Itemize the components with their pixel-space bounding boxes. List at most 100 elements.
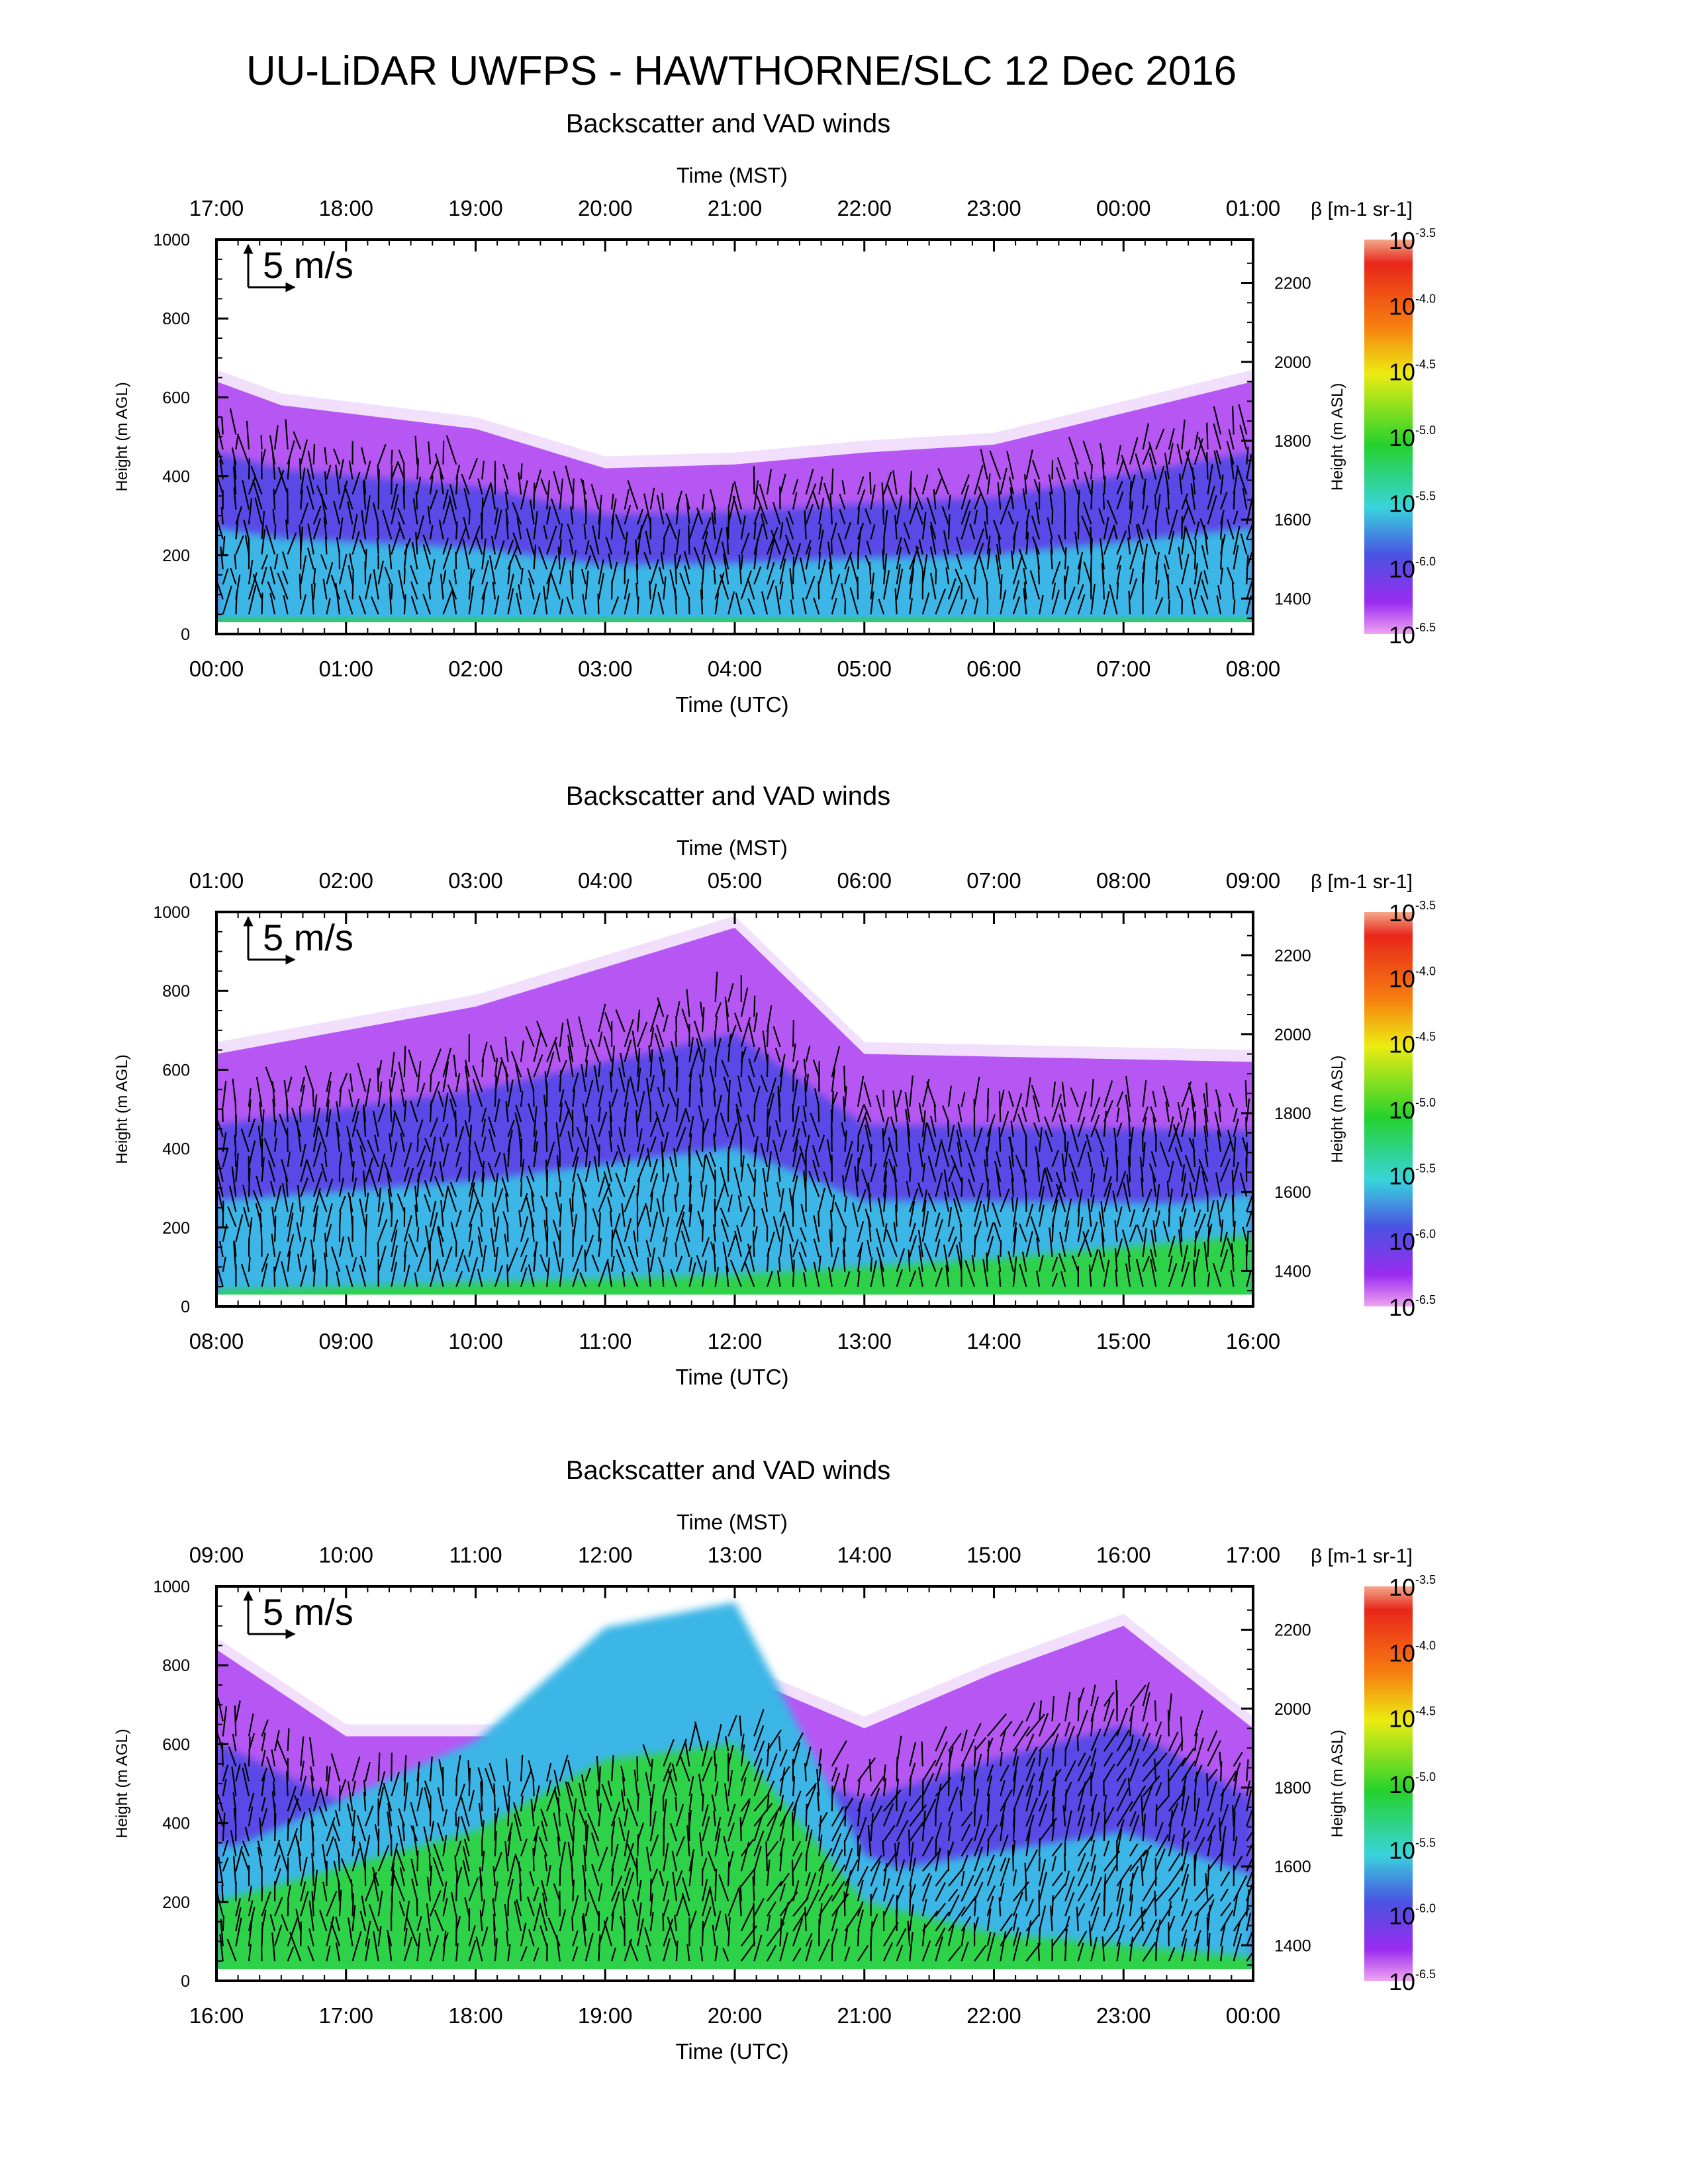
wind-arrow xyxy=(306,485,314,510)
wind-arrow xyxy=(844,1086,847,1107)
wind-arrow xyxy=(377,443,387,465)
colorbar xyxy=(1364,1586,1413,1981)
wind-arrow xyxy=(1038,1700,1043,1721)
wind-arrow xyxy=(222,535,226,555)
wind-arrow xyxy=(714,972,718,1002)
wind-arrow xyxy=(1025,1757,1036,1782)
wind-arrow xyxy=(792,1948,802,1962)
wind-arrow xyxy=(468,1223,473,1242)
wind-arrow xyxy=(1012,1769,1017,1797)
wind-arrow xyxy=(1240,533,1248,555)
wind-arrow xyxy=(442,1061,449,1092)
wind-arrow xyxy=(1000,1721,1013,1737)
wind-arrow xyxy=(308,1900,314,1932)
wind-arrow xyxy=(319,1909,328,1932)
wind-arrow xyxy=(442,537,449,555)
wind-arrow xyxy=(349,1073,353,1092)
wind-arrow xyxy=(1168,1792,1184,1812)
wind-arrow xyxy=(810,1113,820,1138)
wind-arrow xyxy=(909,1904,914,1932)
wind-arrow xyxy=(527,1896,535,1917)
wind-arrow xyxy=(935,569,937,584)
wind-arrow xyxy=(656,494,665,525)
wind-arrow xyxy=(1051,1150,1059,1167)
wind-arrow xyxy=(688,510,700,540)
wind-arrow xyxy=(271,1791,276,1811)
wind-arrow xyxy=(477,478,483,495)
wind-arrow xyxy=(886,484,898,510)
x2-tick-label: 22:00 xyxy=(837,196,892,220)
wind-arrow xyxy=(377,1786,385,1811)
wind-arrow xyxy=(282,551,289,570)
wind-arrow xyxy=(416,1119,424,1138)
wind-arrow xyxy=(921,1200,927,1227)
wind-arrow xyxy=(610,498,617,525)
wind-arrow xyxy=(702,517,712,540)
wind-arrow xyxy=(841,1122,846,1137)
wind-arrow xyxy=(1038,1169,1045,1197)
wind-arrow xyxy=(804,1077,807,1107)
wind-arrow xyxy=(481,1118,487,1137)
wind-arrow xyxy=(507,1079,514,1107)
wind-arrow xyxy=(701,494,705,510)
wind-arrow xyxy=(1116,445,1121,465)
wind-arrow xyxy=(637,1021,648,1048)
wind-arrow xyxy=(663,1132,669,1152)
wind-arrow xyxy=(921,592,930,615)
x2-tick-label: 09:00 xyxy=(189,1543,244,1567)
wind-arrow xyxy=(306,1159,314,1182)
wind-arrow xyxy=(1194,521,1200,540)
wind-arrow xyxy=(1018,549,1027,570)
wind-arrow xyxy=(766,1915,771,1932)
wind-arrow xyxy=(491,535,496,555)
wind-arrow xyxy=(740,1903,755,1932)
wind-arrow xyxy=(1246,1880,1253,1901)
wind-arrow xyxy=(831,1740,847,1767)
wind-arrow xyxy=(296,1222,302,1242)
wind-arrow xyxy=(581,1915,586,1946)
wind-arrow xyxy=(494,1173,498,1197)
wind-arrow xyxy=(883,570,890,600)
wind-arrow xyxy=(779,1794,784,1811)
wind-arrow xyxy=(621,1203,626,1227)
wind-arrow xyxy=(438,1090,444,1107)
wind-arrow xyxy=(442,1143,449,1167)
wind-arrow xyxy=(1155,1210,1160,1227)
wind-arrow xyxy=(753,1226,758,1242)
wind-arrow xyxy=(645,530,651,555)
backscatter-field xyxy=(216,915,1253,1306)
wind-scale-reference xyxy=(243,244,296,293)
wind-arrow xyxy=(1127,1255,1131,1272)
wind-arrow xyxy=(1024,474,1027,495)
y2-tick-label: 2000 xyxy=(1274,1026,1311,1044)
wind-arrow xyxy=(1125,1094,1131,1122)
wind-arrow xyxy=(779,1767,786,1797)
wind-arrow xyxy=(865,1124,872,1152)
wind-arrow xyxy=(1155,465,1165,495)
wind-arrow xyxy=(747,598,755,615)
wind-arrow xyxy=(896,569,904,600)
wind-arrow xyxy=(857,1844,861,1872)
wind-arrow xyxy=(1123,1182,1131,1212)
wind-arrow xyxy=(863,1104,872,1122)
wind-arrow xyxy=(1181,1910,1193,1932)
y-tick-label: 0 xyxy=(181,625,190,644)
wind-arrow xyxy=(318,1806,328,1827)
wind-arrow xyxy=(1179,1216,1183,1242)
wind-arrow xyxy=(308,1928,314,1946)
wind-arrow xyxy=(1103,525,1115,555)
wind-arrow xyxy=(662,1195,665,1212)
wind-arrow xyxy=(993,520,1002,540)
wind-arrow xyxy=(1000,1111,1009,1138)
wind-arrow xyxy=(622,1888,626,1917)
wind-arrow xyxy=(1090,1893,1101,1917)
wind-arrow xyxy=(1103,591,1110,615)
wind-arrow xyxy=(1116,480,1123,495)
wind-arrow xyxy=(921,1110,926,1137)
wind-arrow xyxy=(649,559,659,585)
wind-arrow xyxy=(935,1762,943,1782)
wind-arrow xyxy=(986,1737,994,1752)
wind-arrow xyxy=(514,1853,522,1872)
wind-arrow xyxy=(713,506,716,525)
